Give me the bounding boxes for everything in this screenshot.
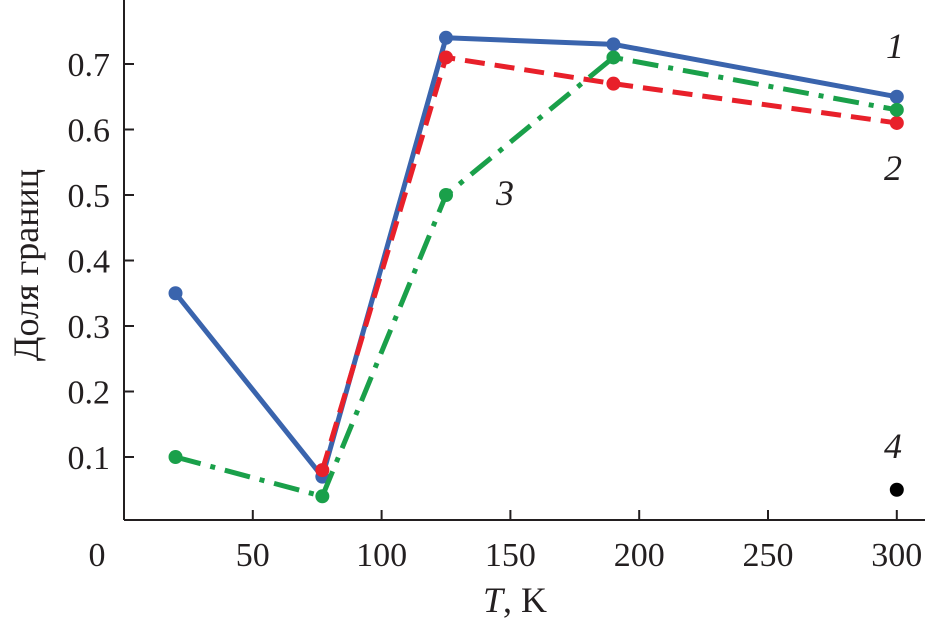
- data-point: [439, 188, 453, 202]
- x-tick-label: 100: [356, 537, 407, 574]
- data-point: [439, 50, 453, 65]
- y-tick-label: 0.4: [68, 244, 111, 281]
- y-tick-label: 0.7: [68, 47, 111, 84]
- x-tick-label: 0: [89, 537, 106, 574]
- series-label-2: 2: [884, 148, 902, 188]
- data-point: [889, 482, 904, 497]
- data-point: [606, 37, 621, 52]
- x-tick-label: 150: [485, 537, 536, 574]
- data-point: [315, 463, 330, 478]
- data-point: [889, 102, 904, 117]
- data-point: [606, 76, 621, 91]
- data-point: [315, 489, 330, 504]
- series-label-4: 4: [884, 426, 902, 466]
- data-point: [168, 286, 183, 301]
- x-axis-label-var: T: [483, 580, 506, 620]
- x-tick-label: 250: [743, 537, 794, 574]
- series-group: 1 2 3 4: [168, 26, 904, 504]
- series-label-3: 3: [495, 173, 514, 213]
- data-point: [439, 30, 453, 45]
- x-axis-label: T, K: [483, 580, 547, 620]
- series-line-2: [319, 54, 898, 471]
- series-4: 4: [884, 426, 904, 497]
- y-tick-label: 0.2: [68, 375, 111, 412]
- y-tick-label: 0.5: [68, 178, 111, 215]
- series-1: 1: [168, 26, 904, 484]
- series-label-1: 1: [886, 26, 904, 66]
- data-point: [889, 115, 904, 130]
- series-3: 3: [168, 50, 904, 504]
- data-point: [889, 89, 904, 104]
- y-axis-label: Доля границ: [6, 169, 46, 361]
- data-point: [168, 450, 183, 464]
- y-tick-label: 0.6: [68, 113, 111, 150]
- y-tick-label: 0.1: [68, 440, 111, 477]
- x-tick-label: 300: [871, 537, 922, 574]
- axes: 0 50 100 150 200 250 300 0.1 0.2 0.3 0.4 0.5 0.6 0.7: [68, 0, 925, 574]
- x-tick-label: 200: [614, 537, 665, 574]
- data-point: [606, 50, 621, 65]
- y-tick-label: 0.3: [68, 309, 111, 346]
- x-tick-label: 50: [236, 537, 270, 574]
- series-2: 2: [315, 50, 904, 478]
- series-line-1: [173, 35, 898, 480]
- x-axis-label-unit: , K: [503, 580, 547, 620]
